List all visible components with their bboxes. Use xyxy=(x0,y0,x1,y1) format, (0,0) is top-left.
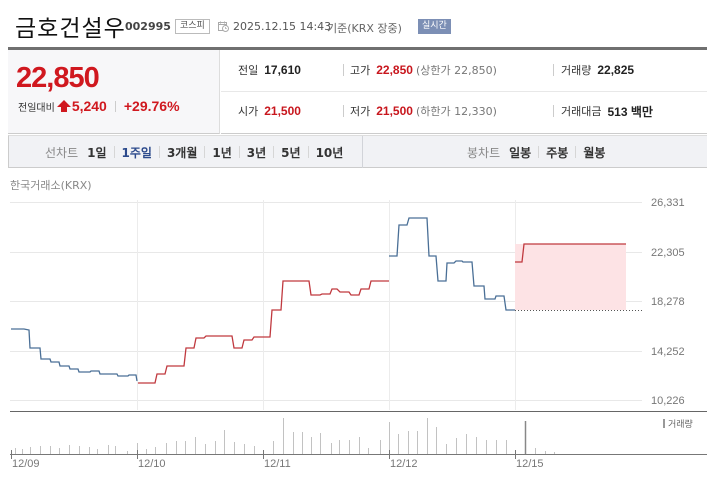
quote-datetime: 2025.12.15 14:43 xyxy=(233,20,332,33)
x-tick-label: 12/12 xyxy=(390,458,418,470)
x-gridlines xyxy=(137,200,516,410)
divider xyxy=(538,146,540,158)
change-label: 전일대비 xyxy=(18,102,55,114)
stock-code: 002995 xyxy=(125,20,171,33)
upper-limit-up-arrow-icon xyxy=(56,100,71,112)
price-change-row: 전일대비 5,240 +29.76% xyxy=(18,97,180,115)
price-line-up xyxy=(138,243,626,384)
divider xyxy=(238,146,240,158)
divider xyxy=(575,146,577,158)
stat-label: 저가 xyxy=(350,105,371,118)
x-axis-labels: 12/09 12/10 12/11 12/12 12/15 xyxy=(12,458,544,470)
x-tick-label: 12/15 xyxy=(516,458,544,470)
line-chart-label: 선차트 xyxy=(45,145,79,160)
quote-basis: 기준(KRX 장중) xyxy=(327,22,402,35)
tab-1-year[interactable]: 1년 xyxy=(212,145,232,160)
divider xyxy=(307,146,309,158)
current-price-panel: 22,850 전일대비 5,240 +29.76% xyxy=(8,50,220,134)
divider xyxy=(158,146,160,158)
tab-1-day[interactable]: 1일 xyxy=(87,145,107,160)
data-source-label: 한국거래소(KRX) xyxy=(10,179,92,192)
y-tick-label: 10,226 xyxy=(651,395,685,407)
y-axis-labels: 26,331 22,305 18,278 14,252 10,226 xyxy=(651,197,685,407)
stat-low: 저가 21,500 (하한가 12,330) xyxy=(350,102,497,120)
chart-tab-bar: 선차트 1일 1주일 3개월 1년 3년 5년 10년 봉차트 일봉 주봉 월봉 xyxy=(8,135,707,168)
stat-value: 21,500 xyxy=(376,104,413,118)
divider xyxy=(362,136,363,168)
divider xyxy=(553,64,554,76)
volume-legend-label: 거래량 xyxy=(668,418,693,430)
divider xyxy=(273,146,275,158)
change-amount: 5,240 xyxy=(71,98,107,114)
stat-label: 전일 xyxy=(238,64,259,77)
stat-value: 22,850 xyxy=(376,63,413,77)
today-range-fill xyxy=(515,244,626,310)
tab-3-months[interactable]: 3개월 xyxy=(166,145,198,160)
x-tick-label: 12/09 xyxy=(12,458,40,470)
stat-trade-value: 거래대금 513 백만 xyxy=(561,102,653,120)
stat-label: 거래량 xyxy=(561,64,592,77)
realtime-badge: 실시간 xyxy=(418,19,451,34)
stat-label: 거래대금 xyxy=(561,105,602,118)
divider xyxy=(343,64,344,76)
header-divider xyxy=(8,47,707,50)
stock-header: 금호건설우 002995 코스피 2025.12.15 14:43 기준(KRX… xyxy=(0,0,707,46)
divider xyxy=(113,146,115,158)
divider xyxy=(553,105,554,117)
y-tick-label: 14,252 xyxy=(651,346,685,358)
x-tick-label: 12/10 xyxy=(138,458,166,470)
divider xyxy=(221,91,707,92)
price-line-down xyxy=(11,217,515,382)
tab-5-years[interactable]: 5년 xyxy=(281,145,301,160)
current-price: 22,850 xyxy=(16,62,100,94)
market-badge: 코스피 xyxy=(175,19,210,34)
tab-monthly-candle[interactable]: 월봉 xyxy=(583,145,606,160)
line-chart-tabs: 선차트 1일 1주일 3개월 1년 3년 5년 10년 xyxy=(45,136,343,168)
price-chart[interactable]: 26,331 22,305 18,278 14,252 10,226 xyxy=(0,190,707,493)
stat-value: 17,610 xyxy=(264,63,301,77)
stat-volume: 거래량 22,825 xyxy=(561,61,634,79)
calendar-clock-icon xyxy=(218,21,229,32)
stat-high: 고가 22,850 (상한가 22,850) xyxy=(350,61,497,79)
x-axis-ticks xyxy=(11,450,516,459)
stat-label: 시가 xyxy=(238,105,259,118)
tab-10-years[interactable]: 10년 xyxy=(315,145,344,160)
stat-value: 21,500 xyxy=(264,104,301,118)
volume-bars xyxy=(15,418,555,454)
stat-open: 시가 21,500 xyxy=(238,102,301,120)
divider xyxy=(114,100,116,112)
change-percent: +29.76% xyxy=(123,98,180,114)
tab-3-years[interactable]: 3년 xyxy=(246,145,267,160)
upper-limit-price: (상한가 22,850) xyxy=(415,64,497,77)
y-tick-label: 18,278 xyxy=(651,296,685,308)
stat-value: 22,825 xyxy=(597,63,635,77)
x-tick-label: 12/11 xyxy=(264,458,291,470)
divider xyxy=(204,146,206,158)
tab-weekly-candle[interactable]: 주봉 xyxy=(546,145,569,160)
candle-chart-tabs: 봉차트 일봉 주봉 월봉 xyxy=(467,136,605,168)
y-tick-label: 22,305 xyxy=(651,247,685,259)
candle-chart-label: 봉차트 xyxy=(467,145,501,160)
tab-daily-candle[interactable]: 일봉 xyxy=(509,145,532,160)
lower-limit-price: (하한가 12,330) xyxy=(415,105,497,118)
y-tick-label: 26,331 xyxy=(651,197,685,209)
stat-value: 513 백만 xyxy=(607,104,653,119)
divider xyxy=(343,105,344,117)
tab-1-week[interactable]: 1주일 xyxy=(121,145,152,160)
stat-label: 고가 xyxy=(350,64,371,77)
price-stats-panel: 전일 17,610 고가 22,850 (상한가 22,850) 거래량 22,… xyxy=(221,50,707,134)
volume-legend-swatch xyxy=(663,419,665,428)
stat-prev-close: 전일 17,610 xyxy=(238,61,301,79)
stock-name: 금호건설우 xyxy=(15,16,126,42)
